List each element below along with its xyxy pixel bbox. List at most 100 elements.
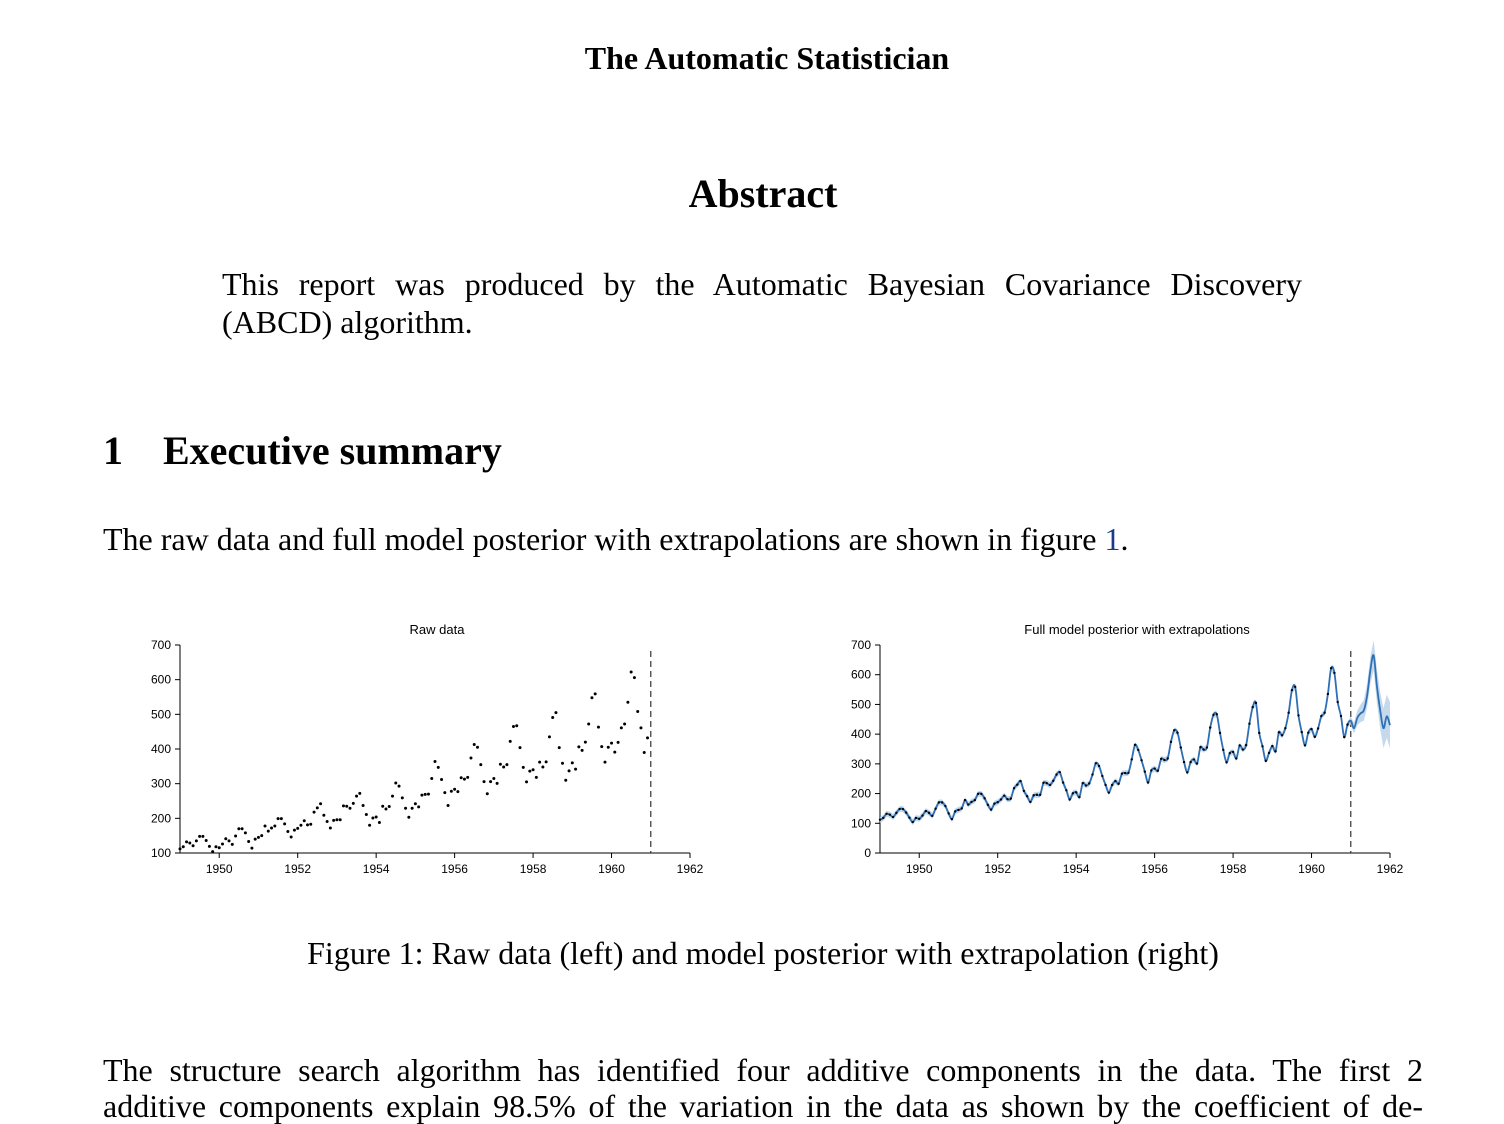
data-point: [430, 776, 434, 780]
data-point: [361, 804, 365, 808]
data-point: [479, 763, 483, 767]
data-point: [888, 813, 892, 816]
data-point: [999, 798, 1003, 801]
data-point: [911, 820, 914, 824]
data-point: [309, 822, 313, 826]
data-point: [921, 814, 924, 817]
data-point: [551, 715, 555, 719]
data-point: [1071, 792, 1075, 795]
data-point: [443, 791, 447, 795]
x-tick-label: 1962: [1377, 862, 1404, 876]
y-tick-label: 600: [151, 673, 171, 687]
data-point: [446, 804, 450, 808]
data-point: [1150, 769, 1153, 772]
data-point: [302, 819, 306, 823]
chart-title: Full model posterior with extrapolations: [1024, 622, 1250, 637]
data-point: [521, 765, 525, 769]
data-point: [371, 816, 375, 820]
section-heading: 1 Executive summary: [103, 427, 502, 475]
data-point: [1143, 770, 1147, 773]
data-point: [1016, 783, 1019, 786]
data-point: [433, 759, 437, 763]
data-point: [1084, 784, 1088, 787]
data-point: [642, 750, 646, 754]
data-point: [1231, 750, 1235, 754]
data-point: [511, 724, 515, 728]
data-point: [600, 745, 604, 749]
data-point: [1025, 795, 1029, 798]
data-point: [279, 817, 283, 821]
x-tick-label: 1958: [520, 862, 547, 876]
data-point: [1042, 781, 1045, 785]
data-point: [629, 670, 633, 674]
chart-title: Raw data: [410, 622, 466, 637]
data-point: [217, 846, 221, 850]
data-point: [1244, 743, 1248, 747]
data-point: [1130, 758, 1133, 761]
data-point: [1218, 731, 1222, 735]
data-point: [1310, 727, 1313, 731]
raw-data-chart: Raw data 100 200 300 400 500 600 700 1950 1952 19…: [151, 622, 704, 876]
data-point: [1110, 783, 1114, 787]
data-point: [1284, 727, 1287, 730]
data-point: [885, 812, 888, 815]
data-point: [207, 844, 211, 848]
data-point: [299, 823, 303, 827]
data-point: [338, 818, 342, 822]
data-point: [878, 818, 882, 821]
data-point: [587, 722, 591, 726]
x-tick-label: 1950: [906, 862, 933, 876]
data-point: [1176, 731, 1179, 734]
data-point: [198, 834, 202, 838]
data-point: [485, 792, 489, 796]
data-point: [632, 676, 636, 680]
data-point: [420, 793, 424, 797]
data-point: [1097, 764, 1101, 768]
data-point: [957, 808, 960, 812]
data-point: [1346, 723, 1349, 726]
data-point: [492, 776, 496, 780]
data-point: [1235, 757, 1238, 760]
data-point: [593, 692, 597, 696]
data-point: [1048, 783, 1052, 787]
data-point: [328, 826, 332, 830]
data-point: [1209, 726, 1212, 729]
data-point: [583, 740, 587, 744]
para2-line-2: additive components explain 98.5% of the…: [103, 1088, 1423, 1124]
data-point: [1156, 769, 1160, 772]
data-point: [996, 800, 999, 804]
data-point: [1254, 701, 1258, 705]
data-point: [1195, 762, 1199, 765]
data-point: [1045, 781, 1048, 785]
data-point: [554, 711, 558, 715]
y-tick-label: 400: [851, 727, 871, 741]
data-point: [1166, 757, 1169, 760]
y-tick-label: 600: [851, 668, 871, 682]
data-point: [462, 777, 466, 781]
data-point: [508, 739, 512, 743]
data-point: [220, 842, 224, 846]
data-point: [1032, 794, 1035, 797]
data-point: [1179, 746, 1182, 749]
data-point: [400, 796, 404, 800]
data-point: [1241, 748, 1245, 751]
para2-line-1: The structure search algorithm has ident…: [103, 1052, 1423, 1088]
data-point: [276, 817, 280, 821]
data-point: [247, 840, 251, 844]
data-point: [954, 810, 957, 813]
y-tick-label: 200: [851, 787, 871, 801]
data-point: [973, 798, 977, 802]
data-point: [1022, 789, 1026, 793]
data-point: [191, 844, 195, 848]
data-point: [901, 807, 905, 811]
y-tick-label: 100: [851, 816, 871, 830]
y-tick-label: 100: [151, 846, 171, 860]
data-point: [636, 710, 640, 714]
figure-caption: Figure 1: Raw data (left) and model post…: [307, 935, 1219, 971]
x-tick-label: 1956: [441, 862, 468, 876]
data-point: [613, 750, 617, 754]
figure-ref-link[interactable]: 1: [1104, 521, 1121, 557]
data-point: [1339, 714, 1343, 718]
x-tick-label: 1952: [984, 862, 1011, 876]
data-point: [1088, 782, 1091, 785]
